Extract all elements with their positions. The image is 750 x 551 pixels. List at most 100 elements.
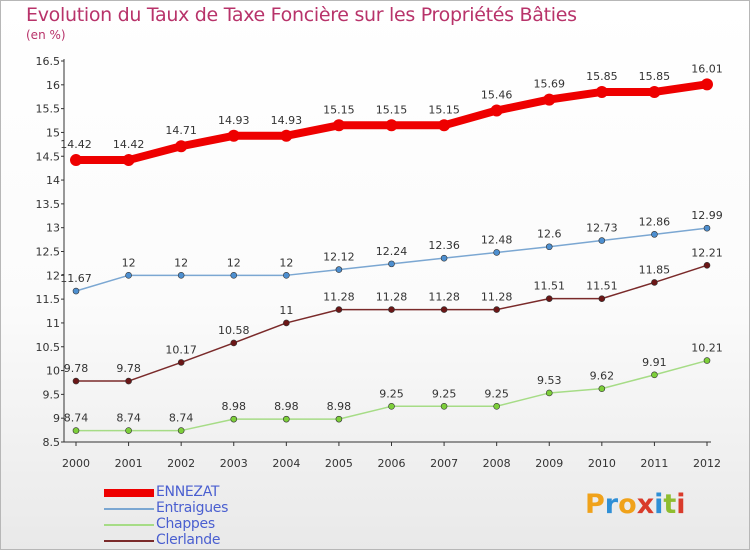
data-label: 14.71	[165, 124, 197, 137]
data-label: 14.93	[218, 114, 250, 127]
y-tick-label: 13	[46, 222, 60, 235]
y-tick-label: 14	[46, 174, 60, 187]
data-point	[230, 415, 238, 423]
x-tick-label: 2008	[483, 457, 511, 470]
data-label: 14.42	[113, 138, 145, 151]
data-label: 8.74	[116, 412, 141, 425]
data-label: 8.98	[222, 400, 247, 413]
legend-swatch	[104, 524, 154, 526]
y-tick-label: 9	[53, 412, 60, 425]
data-point	[440, 306, 448, 313]
data-point	[490, 104, 503, 117]
data-label: 8.98	[274, 400, 299, 413]
logo-letter: o	[618, 489, 637, 520]
data-point	[598, 237, 606, 244]
data-label: 16.01	[691, 62, 723, 75]
data-point	[545, 243, 553, 251]
data-point	[701, 78, 713, 91]
data-label: 10.17	[165, 343, 197, 356]
data-label: 9.91	[642, 356, 667, 369]
x-tick-label: 2007	[430, 457, 458, 470]
data-label: 15.15	[428, 103, 460, 116]
data-point	[280, 129, 293, 142]
data-point	[703, 357, 711, 364]
y-tick-label: 12	[46, 269, 60, 282]
data-point	[648, 85, 661, 98]
data-label: 12.73	[586, 222, 618, 235]
data-label: 8.74	[64, 412, 89, 425]
data-label: 9.78	[116, 362, 141, 375]
y-tick-label: 9.5	[43, 388, 61, 401]
logo-letter: r	[604, 489, 619, 520]
data-point	[651, 371, 658, 379]
proxiti-logo: Proxiti	[585, 489, 686, 520]
data-point	[703, 262, 711, 269]
data-point	[70, 154, 82, 167]
data-label: 9.25	[484, 387, 509, 400]
data-point	[440, 254, 448, 262]
y-tick-label: 15.5	[36, 103, 61, 116]
data-point	[598, 385, 606, 392]
data-point	[543, 93, 556, 106]
y-tick-label: 12.5	[36, 246, 61, 259]
legend-swatch	[104, 489, 154, 497]
y-tick-label: 13.5	[36, 198, 61, 211]
data-label: 12.12	[323, 251, 355, 264]
data-label: 11.28	[376, 291, 408, 304]
data-label: 12.48	[481, 233, 513, 246]
data-point	[388, 306, 395, 313]
data-label: 9.53	[537, 374, 562, 387]
data-point	[335, 306, 343, 313]
y-tick-label: 15	[46, 126, 60, 139]
data-label: 12.36	[428, 239, 460, 252]
data-point	[72, 287, 80, 295]
data-label: 15.15	[376, 103, 408, 116]
data-point	[440, 402, 448, 410]
data-label: 15.15	[323, 103, 355, 116]
y-tick-label: 10	[46, 365, 60, 378]
data-label: 11.51	[586, 280, 618, 293]
data-label: 11.28	[428, 291, 460, 304]
data-label: 12	[279, 256, 293, 269]
data-point	[283, 272, 290, 279]
data-point	[177, 427, 185, 434]
logo-letter: i	[654, 489, 664, 520]
data-label: 14.93	[271, 114, 303, 127]
x-tick-label: 2003	[220, 457, 248, 470]
data-point	[175, 140, 188, 153]
data-point	[230, 272, 238, 279]
data-label: 9.25	[379, 387, 404, 400]
y-tick-label: 14.5	[36, 150, 61, 163]
data-point	[545, 295, 553, 302]
data-point	[388, 260, 395, 268]
data-label: 12.86	[639, 215, 671, 228]
data-point	[438, 119, 451, 132]
data-point	[388, 402, 395, 410]
logo-letter: t	[663, 489, 677, 520]
x-tick-label: 2006	[378, 457, 406, 470]
legend-label: Clerlande	[156, 532, 221, 548]
data-point	[595, 85, 608, 98]
y-tick-label: 11.5	[36, 293, 61, 306]
data-label: 11.51	[534, 280, 566, 293]
data-label: 12.99	[691, 209, 723, 222]
data-point	[125, 272, 132, 279]
y-tick-label: 16.5	[36, 55, 61, 68]
data-label: 15.85	[586, 70, 618, 83]
data-point	[227, 129, 240, 142]
x-tick-label: 2000	[62, 457, 90, 470]
data-label: 11.67	[60, 272, 92, 285]
data-point	[493, 402, 500, 410]
data-point	[703, 224, 711, 232]
x-tick-label: 2012	[693, 457, 721, 470]
data-label: 15.46	[481, 89, 513, 102]
logo-letter: x	[636, 489, 655, 520]
data-point	[125, 427, 132, 434]
data-label: 10.58	[218, 324, 250, 337]
logo-letter: i	[676, 489, 686, 520]
data-label: 14.42	[60, 138, 92, 151]
legend-label: Chappes	[156, 516, 215, 532]
data-label: 8.74	[169, 412, 194, 425]
data-point	[493, 306, 500, 313]
